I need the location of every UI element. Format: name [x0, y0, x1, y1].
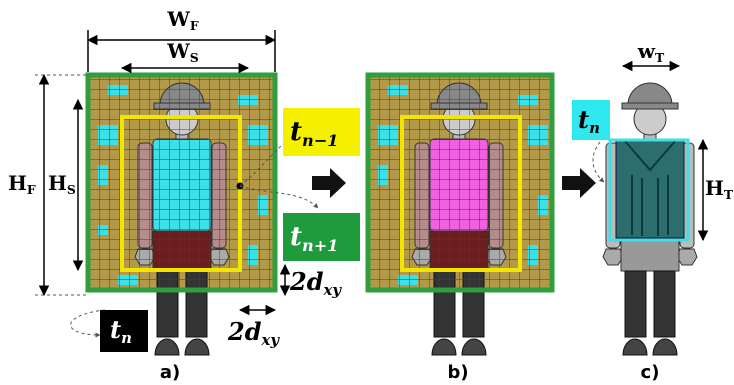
- subscript: n−1: [302, 131, 338, 150]
- height-search-label: HS: [48, 171, 76, 197]
- symbol: H: [705, 176, 724, 200]
- diagram: WF WS HF HS 2dxy 2dxy tn tn−1 tn+1 wT HT…: [0, 0, 734, 385]
- height-frame-label: HF: [8, 171, 36, 197]
- subscript: xy: [322, 281, 342, 299]
- subscript: n: [589, 119, 600, 137]
- arrow: [312, 168, 346, 198]
- panel-b: [368, 75, 552, 355]
- symbol: t: [578, 105, 589, 134]
- symbol: 2d: [227, 317, 262, 346]
- panel-label: a): [160, 362, 180, 383]
- subscript: S: [67, 182, 76, 197]
- subscript: F: [190, 18, 199, 33]
- subscript: T: [655, 50, 665, 65]
- symbol: W: [166, 39, 190, 63]
- symbol: 2d: [289, 267, 324, 296]
- arrow: [562, 168, 596, 198]
- panel-label: b): [447, 362, 468, 383]
- width-frame-label: WF: [166, 7, 198, 33]
- width-search-label: WS: [166, 39, 198, 65]
- offset-x-label: 2dxy: [227, 317, 280, 349]
- subscript: F: [27, 182, 36, 197]
- subscript: T: [724, 187, 734, 202]
- subscript: n: [121, 329, 132, 347]
- symbol: W: [166, 7, 190, 31]
- symbol: w: [637, 39, 656, 63]
- panel-label: c): [641, 362, 660, 383]
- symbol: H: [48, 171, 67, 195]
- width-target-label: wT: [637, 39, 665, 65]
- subscript: n+1: [302, 236, 338, 255]
- subscript: S: [190, 50, 199, 65]
- symbol: t: [290, 117, 302, 147]
- symbol: H: [8, 171, 27, 195]
- symbol: t: [290, 222, 302, 252]
- offset-y-label: 2dxy: [289, 267, 342, 299]
- symbol: t: [110, 315, 121, 344]
- subscript: xy: [260, 331, 280, 349]
- grid: [88, 75, 275, 290]
- panel-c: [603, 83, 697, 355]
- height-target-label: HT: [705, 176, 734, 202]
